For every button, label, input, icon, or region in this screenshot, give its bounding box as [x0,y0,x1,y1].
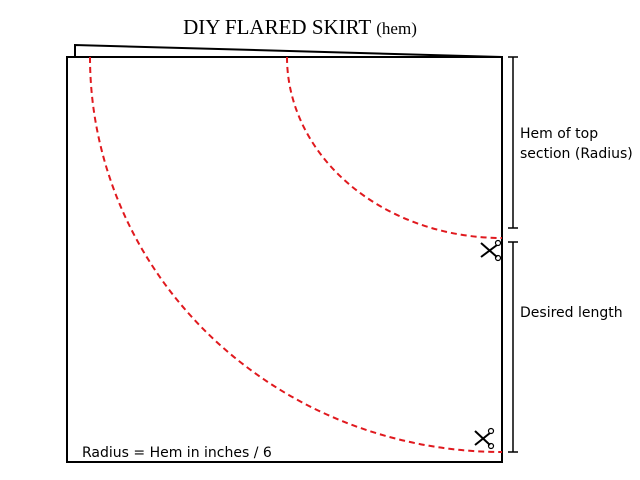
title-suffix: (hem) [376,19,417,38]
scissors-icon [474,427,495,450]
top-bracket [508,56,518,229]
inner-arc [286,56,503,239]
scissors-icon [480,239,502,262]
outer-arc [89,56,503,453]
length-bracket [508,241,518,453]
label-length: Desired length [520,305,623,321]
fabric-fold [74,43,503,58]
label-top-line: Hem of top [520,126,598,142]
title-main: DIY FLARED SKIRT [183,15,371,39]
fabric [66,56,503,463]
label-formula: Radius = Hem in inches / 6 [82,445,272,461]
title: DIY FLARED SKIRT (hem) [183,15,417,39]
label-top-line: section (Radius) [520,146,633,162]
